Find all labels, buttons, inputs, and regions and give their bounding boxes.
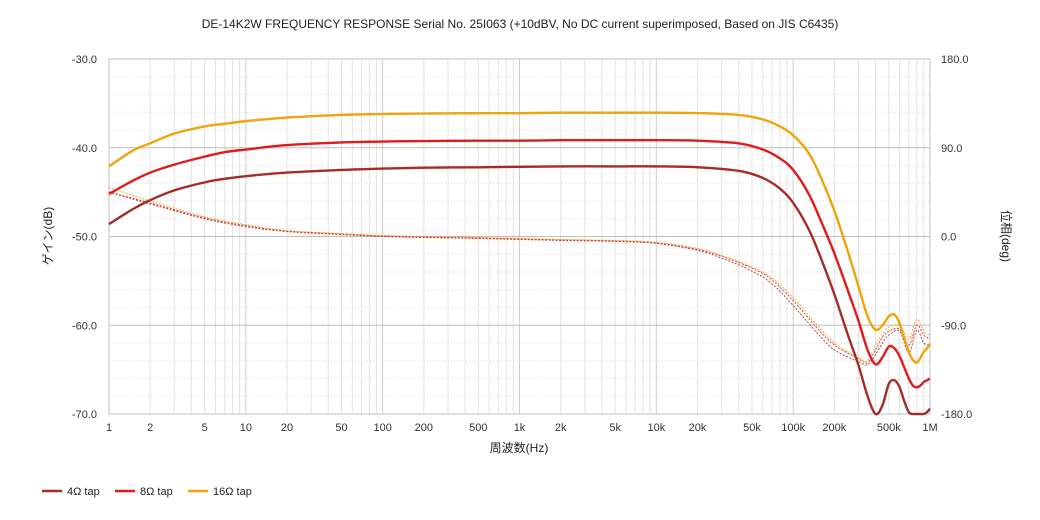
legend-label: 4Ω tap [67,486,100,498]
y-axis-title: ゲイン(dB) [41,207,55,265]
y-tick-labels: -30.0 -40.0 -50.0 -60.0 -70.0 [72,54,97,421]
y2-axis-title: 位相(deg) [999,210,1014,262]
x-tick-label: 5 [202,422,208,434]
y2-tick-label: 180.0 [941,54,969,66]
gain-series-layer [108,111,931,416]
x-tick-label: 10 [240,422,252,434]
x-tick-labels: 1 2 5 10 20 50 100 200 500 1k 2k 5k 10k 20k 50k 100k 200… [106,422,938,434]
y-tick-label: -50.0 [72,232,97,244]
phase-line-2 [108,191,931,364]
x-tick-label: 200 [415,422,433,434]
gain-line-1 [108,165,931,416]
y2-tick-label: -90.0 [941,320,966,332]
x-tick-label: 1 [106,422,112,434]
x-tick-label: 2 [147,422,153,434]
x-tick-label: 1M [922,422,937,434]
x-tick-label: 2k [555,422,567,434]
chart-title: DE-14K2W FREQUENCY RESPONSE Serial No. 2… [202,17,839,31]
x-tick-label: 50 [335,422,347,434]
x-tick-label: 100 [373,422,391,434]
x-tick-label: 10k [647,422,665,434]
gain-line-3 [108,111,931,364]
x-tick-label: 20 [281,422,293,434]
legend: 4Ω tap 8Ω tap 16Ω tap [42,486,252,498]
legend-label: 8Ω tap [140,486,173,498]
y2-tick-label: 0.0 [941,232,956,244]
legend-label: 16Ω tap [213,486,252,498]
y2-tick-labels: 180.0 90.0 0.0 -90.0 -180.0 [941,54,972,421]
x-axis-title: 周波数(Hz) [490,440,549,455]
gain-line-2 [108,138,931,389]
plot-frame [108,58,931,415]
x-tick-label: 100k [781,422,805,434]
y-tick-label: -60.0 [72,320,97,332]
x-tick-label: 500k [877,422,901,434]
y-tick-label: -30.0 [72,54,97,66]
x-tick-label: 50k [743,422,761,434]
phase-series-layer [108,186,931,366]
y-tick-label: -70.0 [72,409,97,421]
y-tick-label: -40.0 [72,143,97,155]
x-tick-label: 20k [689,422,707,434]
y2-tick-label: 90.0 [941,143,962,155]
y2-tick-label: -180.0 [941,409,972,421]
x-tick-label: 1k [514,422,526,434]
x-tick-label: 5k [609,422,621,434]
x-tick-label: 500 [469,422,487,434]
x-tick-label: 200k [822,422,846,434]
